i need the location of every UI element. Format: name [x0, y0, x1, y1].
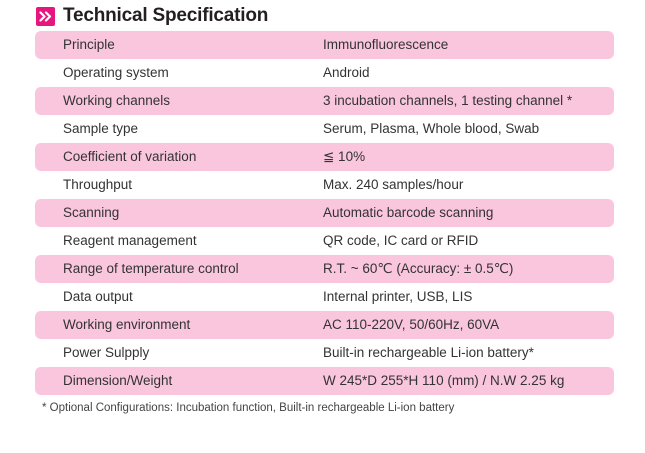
spec-label: Data output: [63, 289, 133, 304]
spec-label: Coefficient of variation: [63, 149, 197, 164]
spec-label: Scanning: [63, 205, 120, 220]
spec-table: Principle Immunofluorescence Operating sys…: [35, 31, 614, 395]
spec-value: Android: [323, 65, 370, 80]
spec-value: QR code, IC card or RFID: [323, 233, 479, 248]
spec-label: Power Sulpply: [63, 345, 150, 360]
spec-value: R.T. ~ 60℃ (Accuracy: ± 0.5℃): [323, 261, 514, 276]
double-chevron-right-icon: [36, 6, 55, 26]
spec-label: Working channels: [63, 93, 171, 108]
spec-row: Reagent management QR code, IC card or RF…: [35, 227, 614, 255]
spec-value: Built-in rechargeable Li-ion battery*: [323, 345, 534, 360]
spec-row: Sample type Serum, Plasma, Whole blood, S…: [35, 115, 614, 143]
spec-value: W 245*D 255*H 110 (mm) / N.W 2.25 kg: [323, 373, 565, 388]
spec-value: AC 110-220V, 50/60Hz, 60VA: [323, 317, 500, 332]
spec-row: Range of temperature control R.T. ~ 60℃ (…: [35, 255, 614, 283]
spec-row: Power Sulpply Built-in rechargeable Li-io…: [35, 339, 614, 367]
spec-row: Coefficient of variation ≦ 10%: [35, 143, 614, 171]
spec-value: 3 incubation channels, 1 testing channel…: [323, 93, 573, 108]
section-header: Technical Specification: [36, 4, 268, 28]
spec-value: Automatic barcode scanning: [323, 205, 494, 220]
spec-label: Operating system: [63, 65, 169, 80]
spec-row: Throughput Max. 240 samples/hour: [35, 171, 614, 199]
spec-value: Immunofluorescence: [323, 37, 449, 52]
spec-row: Working environment AC 110-220V, 50/60Hz,…: [35, 311, 614, 339]
spec-label: Principle: [63, 37, 115, 52]
spec-value: ≦ 10%: [323, 149, 366, 164]
spec-row: Working channels 3 incubation channels, 1…: [35, 87, 614, 115]
spec-label: Range of temperature control: [63, 261, 239, 276]
spec-label: Working environment: [63, 317, 191, 332]
spec-label: Dimension/Weight: [63, 373, 173, 388]
spec-label: Reagent management: [63, 233, 197, 248]
section-title: Technical Specification: [63, 5, 269, 26]
spec-value: Serum, Plasma, Whole blood, Swab: [323, 121, 540, 136]
spec-label: Throughput: [63, 177, 133, 192]
spec-row: Operating system Android: [35, 59, 614, 87]
spec-row: Data output Internal printer, USB, LIS: [35, 283, 614, 311]
spec-row: Dimension/Weight W 245*D 255*H 110 (mm) /…: [35, 367, 614, 395]
footnote: * Optional Configurations: Incubation fu…: [42, 402, 455, 414]
spec-row: Principle Immunofluorescence: [35, 31, 614, 59]
spec-value: Max. 240 samples/hour: [323, 177, 464, 192]
spec-value: Internal printer, USB, LIS: [323, 289, 473, 304]
spec-row: Scanning Automatic barcode scanning: [35, 199, 614, 227]
spec-label: Sample type: [63, 121, 139, 136]
